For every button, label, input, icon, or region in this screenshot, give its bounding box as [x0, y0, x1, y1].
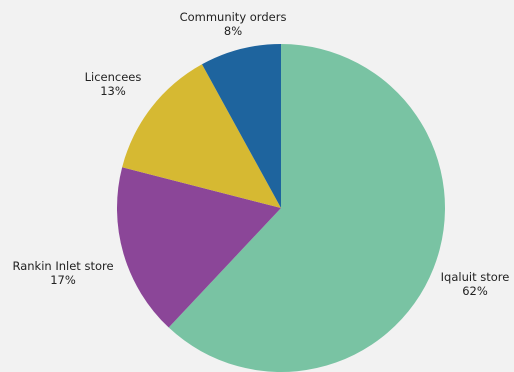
slice-percent: 13% [100, 84, 126, 98]
slice-name: Rankin Inlet store [12, 259, 114, 273]
slice-name: Iqaluit store [440, 270, 510, 284]
slice-label-iqaluit-store: Iqaluit store 62% [441, 270, 510, 298]
slice-name: Licencees [84, 70, 142, 84]
slice-percent: 62% [462, 284, 488, 298]
slice-percent: 8% [223, 24, 243, 38]
pie-slice-community-orders [201, 44, 281, 208]
slice-label-licencees: Licencees 13% [85, 70, 142, 98]
pie-slice-rankin-inlet-store [116, 167, 281, 328]
pie-slice-iqaluit-store [168, 44, 445, 372]
slice-name: Community orders [179, 10, 287, 24]
slice-label-community-orders: Community orders 8% [180, 10, 287, 38]
slice-label-rankin-inlet-store: Rankin Inlet store 17% [12, 259, 113, 287]
pie-slice-licencees [122, 64, 282, 208]
slice-percent: 17% [50, 273, 76, 287]
